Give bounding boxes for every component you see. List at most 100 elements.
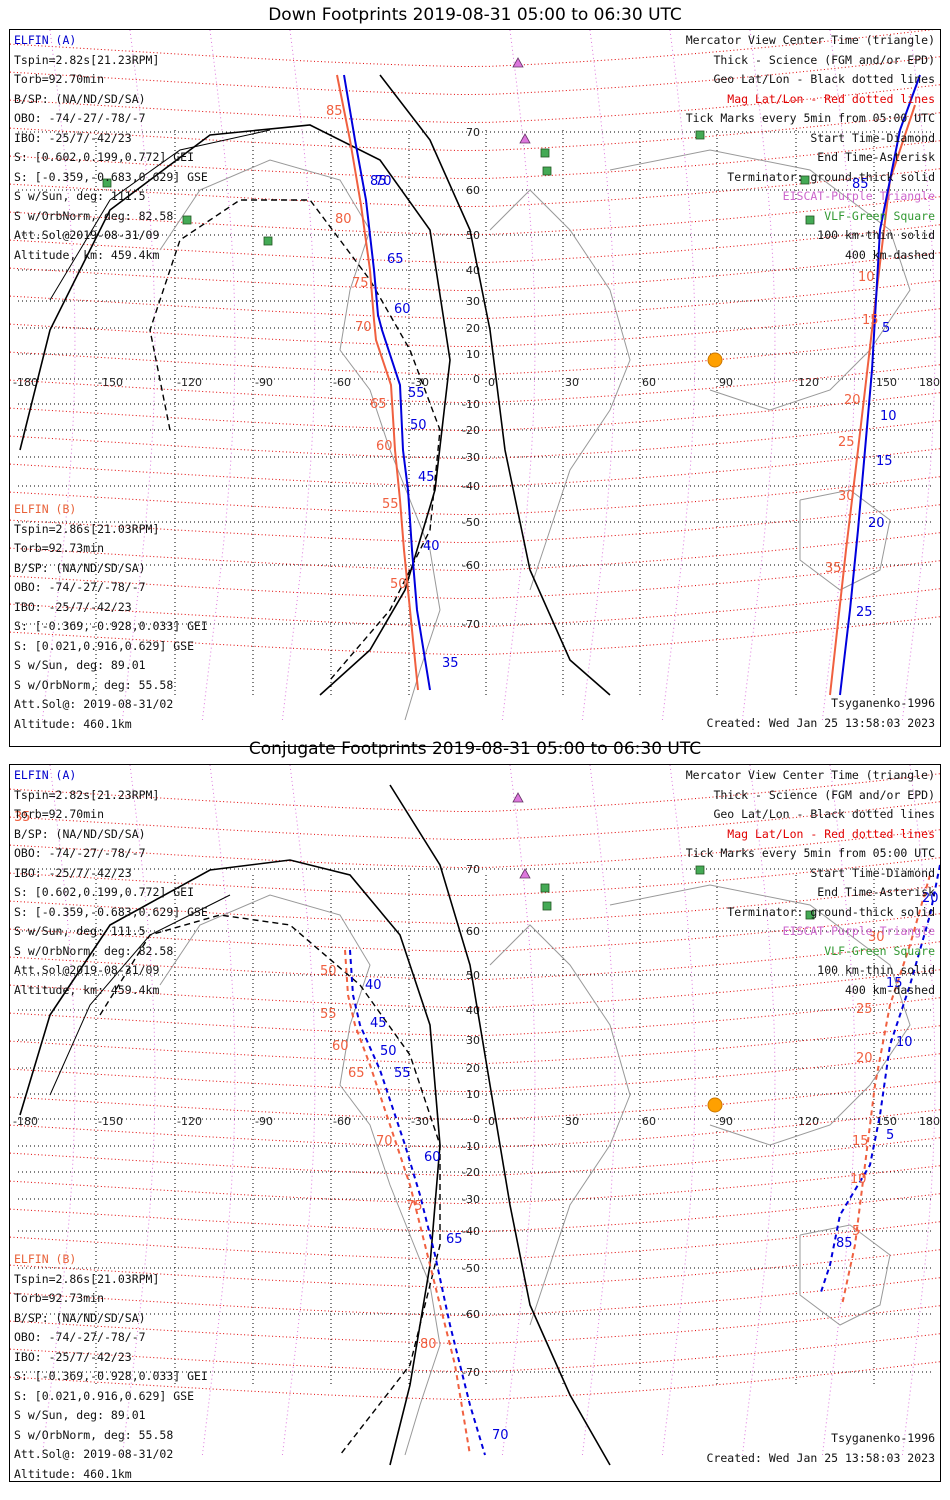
panel-title-down: Down Footprints 2019-08-31 05:00 to 06:3… [268, 5, 682, 25]
lat-tick-label: 30 [466, 1034, 480, 1047]
lon-tick-label: -120 [177, 376, 202, 389]
footer-info: Tsyganenko-1996 Created: Wed Jan 25 13:5… [707, 1429, 935, 1468]
info-line: S w/OrbNorm, deg: 55.58 [14, 677, 174, 692]
elfin-a-tick-label: 65 [446, 1232, 463, 1247]
elfin-a-track-east [819, 864, 940, 1296]
info-line: Altitude, km: 459.4km [14, 247, 160, 262]
mag-parallel [10, 969, 940, 1009]
vlf-square [805, 910, 815, 920]
mag-parallel [10, 252, 940, 292]
elfin-b-tick-label: 20 [844, 393, 861, 408]
mag-parallel [10, 364, 940, 404]
lat-tick-label: -10 [462, 1140, 480, 1153]
mag-parallel [10, 801, 940, 841]
info-line: S w/Sun, deg: 89.01 [14, 1408, 146, 1422]
elfin-a-tick-label: 45 [370, 1016, 387, 1031]
elfin-a-tick-label: 85 [370, 174, 387, 189]
elfin-b-tick-label: 55 [382, 497, 399, 512]
elfin-a-tick-label: 45 [418, 470, 435, 485]
created-label: Created: Wed Jan 25 13:58:03 2023 [706, 1450, 935, 1465]
elfin-b-tick-label: 60 [332, 1039, 349, 1054]
sun-icon [707, 352, 723, 368]
info-line: IBO: -25/7/-42/23 [14, 130, 132, 145]
mag-parallel [10, 857, 940, 897]
legend-mag: Mag Lat/Lon - Red dotted lines [727, 91, 935, 106]
vlf-square [542, 901, 552, 911]
lon-tick-label: -60 [333, 376, 351, 389]
info-line: Att.Sol@: 2019-08-31/02 [14, 697, 174, 711]
mag-parallel [10, 30, 934, 68]
down-footprints-map: -180 -150 -120 -90 -60 -30 0 30 60 90 120 150 180 70 6… [9, 29, 941, 747]
lon-tick-label: -180 [13, 1115, 38, 1128]
lon-tick-label: 150 [876, 376, 897, 389]
legend-end: End Time-Asterisk [817, 150, 935, 164]
legend-ticks: Tick Marks every 5min from 05:00 UTC [685, 111, 935, 125]
legend-100km: 100 km-thin solid [817, 963, 935, 977]
terminator-east [389, 784, 611, 1466]
info-line: IBO: -25/7/-42/23 [14, 1349, 132, 1364]
lat-tick-label: 10 [466, 1088, 480, 1101]
coastline-americas [159, 159, 441, 721]
elfin-a-tick-label: 10 [880, 409, 897, 424]
coastline-africa-europe [489, 189, 631, 591]
lat-tick-label: -20 [462, 424, 480, 437]
lat-tick-label: 60 [466, 925, 480, 938]
info-line: IBO: -25/7/-42/23 [14, 865, 132, 880]
elfin-a-tick-label: 55 [394, 1066, 411, 1081]
lon-tick-label: -120 [177, 1115, 202, 1128]
lat-tick-label: -60 [462, 1308, 480, 1321]
info-line: Att.Sol@2019-08-31/09 [14, 228, 160, 242]
elfin-a-lines: Tspin=2.82s[21.23RPM] Torb=92.70min B/SP: … [14, 786, 208, 1001]
elfin-b-tick-label: 10 [850, 1172, 867, 1187]
legend-thick: Thick - Science (FGM and/or EPD) [713, 52, 935, 67]
vlf-square [540, 148, 550, 158]
mag-parallel [10, 168, 940, 208]
terminator-100km [49, 129, 271, 301]
info-line: S w/OrbNorm, deg: 82.58 [14, 943, 174, 958]
elfin-b-header: ELFIN (B) [14, 502, 77, 516]
terminator-west [19, 859, 441, 1466]
legend-geo: Geo Lat/Lon - Black dotted lines [713, 72, 935, 86]
elfin-a-tick-label: 50 [410, 418, 427, 433]
info-line: B/SP: (NA/ND/SD/SA) [14, 91, 146, 106]
lon-tick-label: 60 [642, 1115, 656, 1128]
elfin-a-tick-label: 15 [876, 454, 893, 469]
info-line: S w/Sun, deg: 111.5 [14, 189, 146, 203]
lon-tick-label: 30 [565, 1115, 579, 1128]
mag-parallel [10, 196, 940, 236]
mag-parallel [10, 140, 940, 180]
elfin-a-tick-label: 70 [375, 174, 392, 189]
info-line: OBO: -74/-27/-78/-7 [14, 580, 146, 594]
eiscat-triangle [519, 868, 531, 879]
elfin-a-track-east [839, 74, 921, 696]
mag-parallel [10, 616, 940, 656]
elfin-b-tick-label: 10 [858, 270, 875, 285]
elfin-b-tick-label: 35 [825, 561, 842, 576]
lat-tick-label: 0 [473, 373, 480, 386]
elfin-a-header: ELFIN (A) [14, 768, 77, 782]
info-line: IBO: -25/7/-42/23 [14, 599, 132, 614]
lat-tick-label: -30 [462, 451, 480, 464]
lon-tick-label: -150 [98, 376, 123, 389]
lat-tick-label: -50 [462, 1262, 480, 1275]
elfin-b-tick-label: 5 [852, 1224, 860, 1239]
coastline-africa-europe [489, 924, 631, 1326]
legend-center: Mercator View Center Time (triangle) [685, 768, 935, 782]
lat-tick-label: -40 [462, 1225, 480, 1238]
created-label: Created: Wed Jan 25 13:58:03 2023 [706, 715, 935, 730]
mag-parallel [10, 941, 940, 981]
lat-tick-label: 30 [466, 295, 480, 308]
lon-tick-label: -90 [255, 1115, 273, 1128]
mag-parallel [10, 1333, 940, 1373]
legend-100km: 100 km-thin solid [817, 228, 935, 242]
elfin-a-lines: Tspin=2.82s[21.23RPM] Torb=92.70min B/SP: … [14, 51, 208, 266]
elfin-a-tick-label: 40 [365, 978, 382, 993]
mag-parallel [10, 1361, 940, 1401]
elfin-a-tick-label: 35 [442, 656, 459, 671]
info-line: S w/Sun, deg: 89.01 [14, 658, 146, 672]
elfin-a-tick-label: 10 [896, 1035, 913, 1050]
lon-tick-label: -180 [13, 376, 38, 389]
info-line: Torb=92.70min [14, 72, 105, 86]
vlf-square [263, 236, 273, 246]
elfin-a-tick-label: 40 [423, 539, 440, 554]
